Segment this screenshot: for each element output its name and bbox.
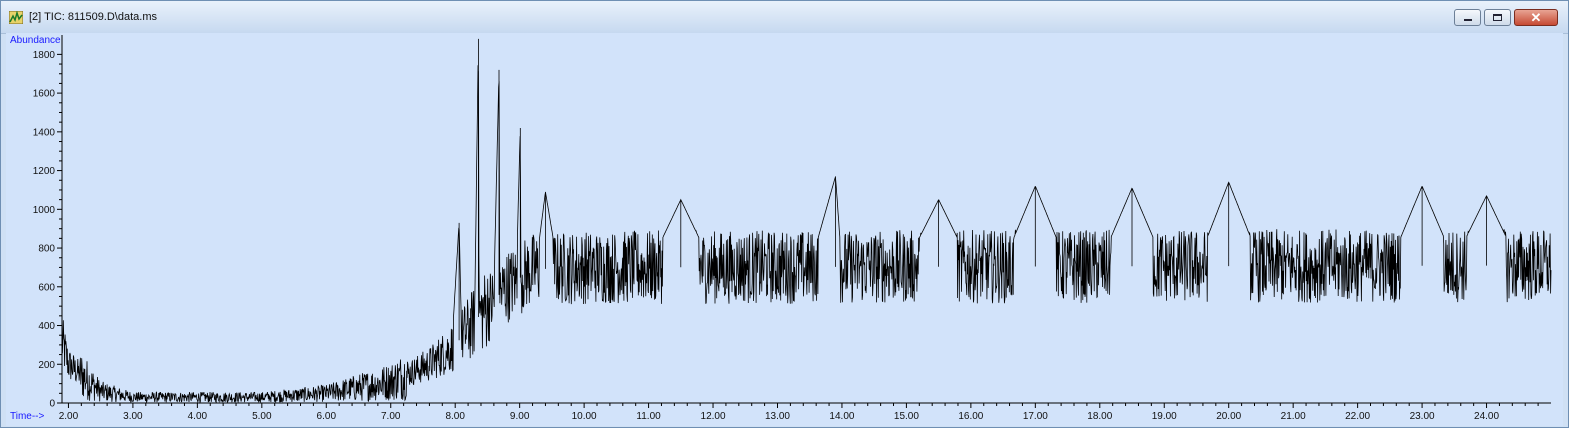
y-tick-label: 600 [38,282,55,293]
x-tick-label: 20.00 [1216,411,1241,422]
axis-ticks: 0 200 400 600 800 1000 1200 1400 1600 1800 2.00 3.0… [33,50,1539,422]
x-tick-label: 13.00 [765,411,790,422]
x-tick-label: 24.00 [1474,411,1499,422]
x-tick-label: 15.00 [894,411,919,422]
y-tick-label: 1200 [33,166,56,177]
y-tick-label: 1800 [33,50,56,61]
x-tick-label: 5.00 [252,411,272,422]
close-button[interactable]: ✕ [1514,9,1558,26]
maximize-icon [1493,14,1502,21]
trace-group [61,38,1552,404]
x-tick-label: 18.00 [1087,411,1112,422]
close-icon: ✕ [1530,10,1542,25]
x-tick-label: 21.00 [1281,411,1306,422]
x-tick-label: 12.00 [701,411,726,422]
x-tick-label: 22.00 [1345,411,1370,422]
chromatogram-chart[interactable]: 0 200 400 600 800 1000 1200 1400 1600 1800 2.00 3.0… [6,33,1563,426]
window-title: [2] TIC: 811509.D\data.ms [29,11,157,23]
x-axis-title: Time--> [10,411,45,422]
x-tick-label: 7.00 [381,411,401,422]
chromatogram-app-icon [9,11,23,24]
x-tick-label: 6.00 [317,411,337,422]
x-tick-label: 19.00 [1152,411,1177,422]
x-tick-label: 11.00 [636,411,661,422]
x-tick-label: 16.00 [958,411,983,422]
x-tick-label: 23.00 [1410,411,1435,422]
y-tick-label: 200 [38,360,55,371]
y-tick-label: 1600 [33,89,56,100]
plot-area[interactable]: 0 200 400 600 800 1000 1200 1400 1600 1800 2.00 3.0… [6,33,1563,426]
y-tick-label: 800 [38,244,55,255]
minimize-button[interactable] [1454,9,1481,26]
y-tick-label: 0 [49,399,55,410]
x-tick-label: 4.00 [188,411,208,422]
title-bar[interactable]: [2] TIC: 811509.D\data.ms ✕ [1,1,1568,34]
x-tick-label: 17.00 [1023,411,1048,422]
x-tick-label: 10.00 [572,411,597,422]
minimize-icon [1464,19,1472,21]
tic-trace-line [61,38,1552,404]
y-tick-label: 1000 [33,205,56,216]
x-tick-label: 14.00 [829,411,854,422]
y-tick-label: 400 [38,321,55,332]
maximize-button[interactable] [1484,9,1511,26]
y-axis-title: Abundance [10,35,61,46]
y-tick-label: 1400 [33,127,56,138]
x-tick-label: 2.00 [59,411,79,422]
window-controls: ✕ [1451,9,1558,26]
x-tick-label: 3.00 [123,411,143,422]
x-tick-label: 8.00 [445,411,465,422]
x-tick-label: 9.00 [510,411,530,422]
